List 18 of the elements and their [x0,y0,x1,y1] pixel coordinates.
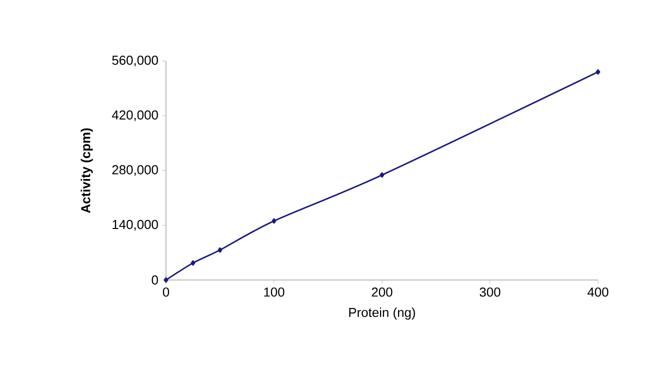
x-tick-label: 300 [480,288,500,297]
point [272,218,276,224]
y-tick-label: 0 [152,275,158,285]
x-tick-label: 0 [162,288,170,297]
point [380,172,384,178]
x-tick-label: 400 [587,288,608,297]
x-tick-label: 100 [264,288,284,297]
y-tick-label: 420,000 [112,110,158,122]
y-axis-title: Activity (cpm) [80,128,93,213]
y-tick-label: 560,000 [112,56,158,66]
x-tick-label: 200 [372,288,392,297]
y-tick-label: 140,000 [112,220,158,231]
point [218,247,222,253]
x-axis-title: Protein (ng) [349,308,416,320]
point [596,69,600,75]
y-tick-label: 280,000 [112,165,158,176]
point [164,277,168,283]
point [190,260,196,266]
